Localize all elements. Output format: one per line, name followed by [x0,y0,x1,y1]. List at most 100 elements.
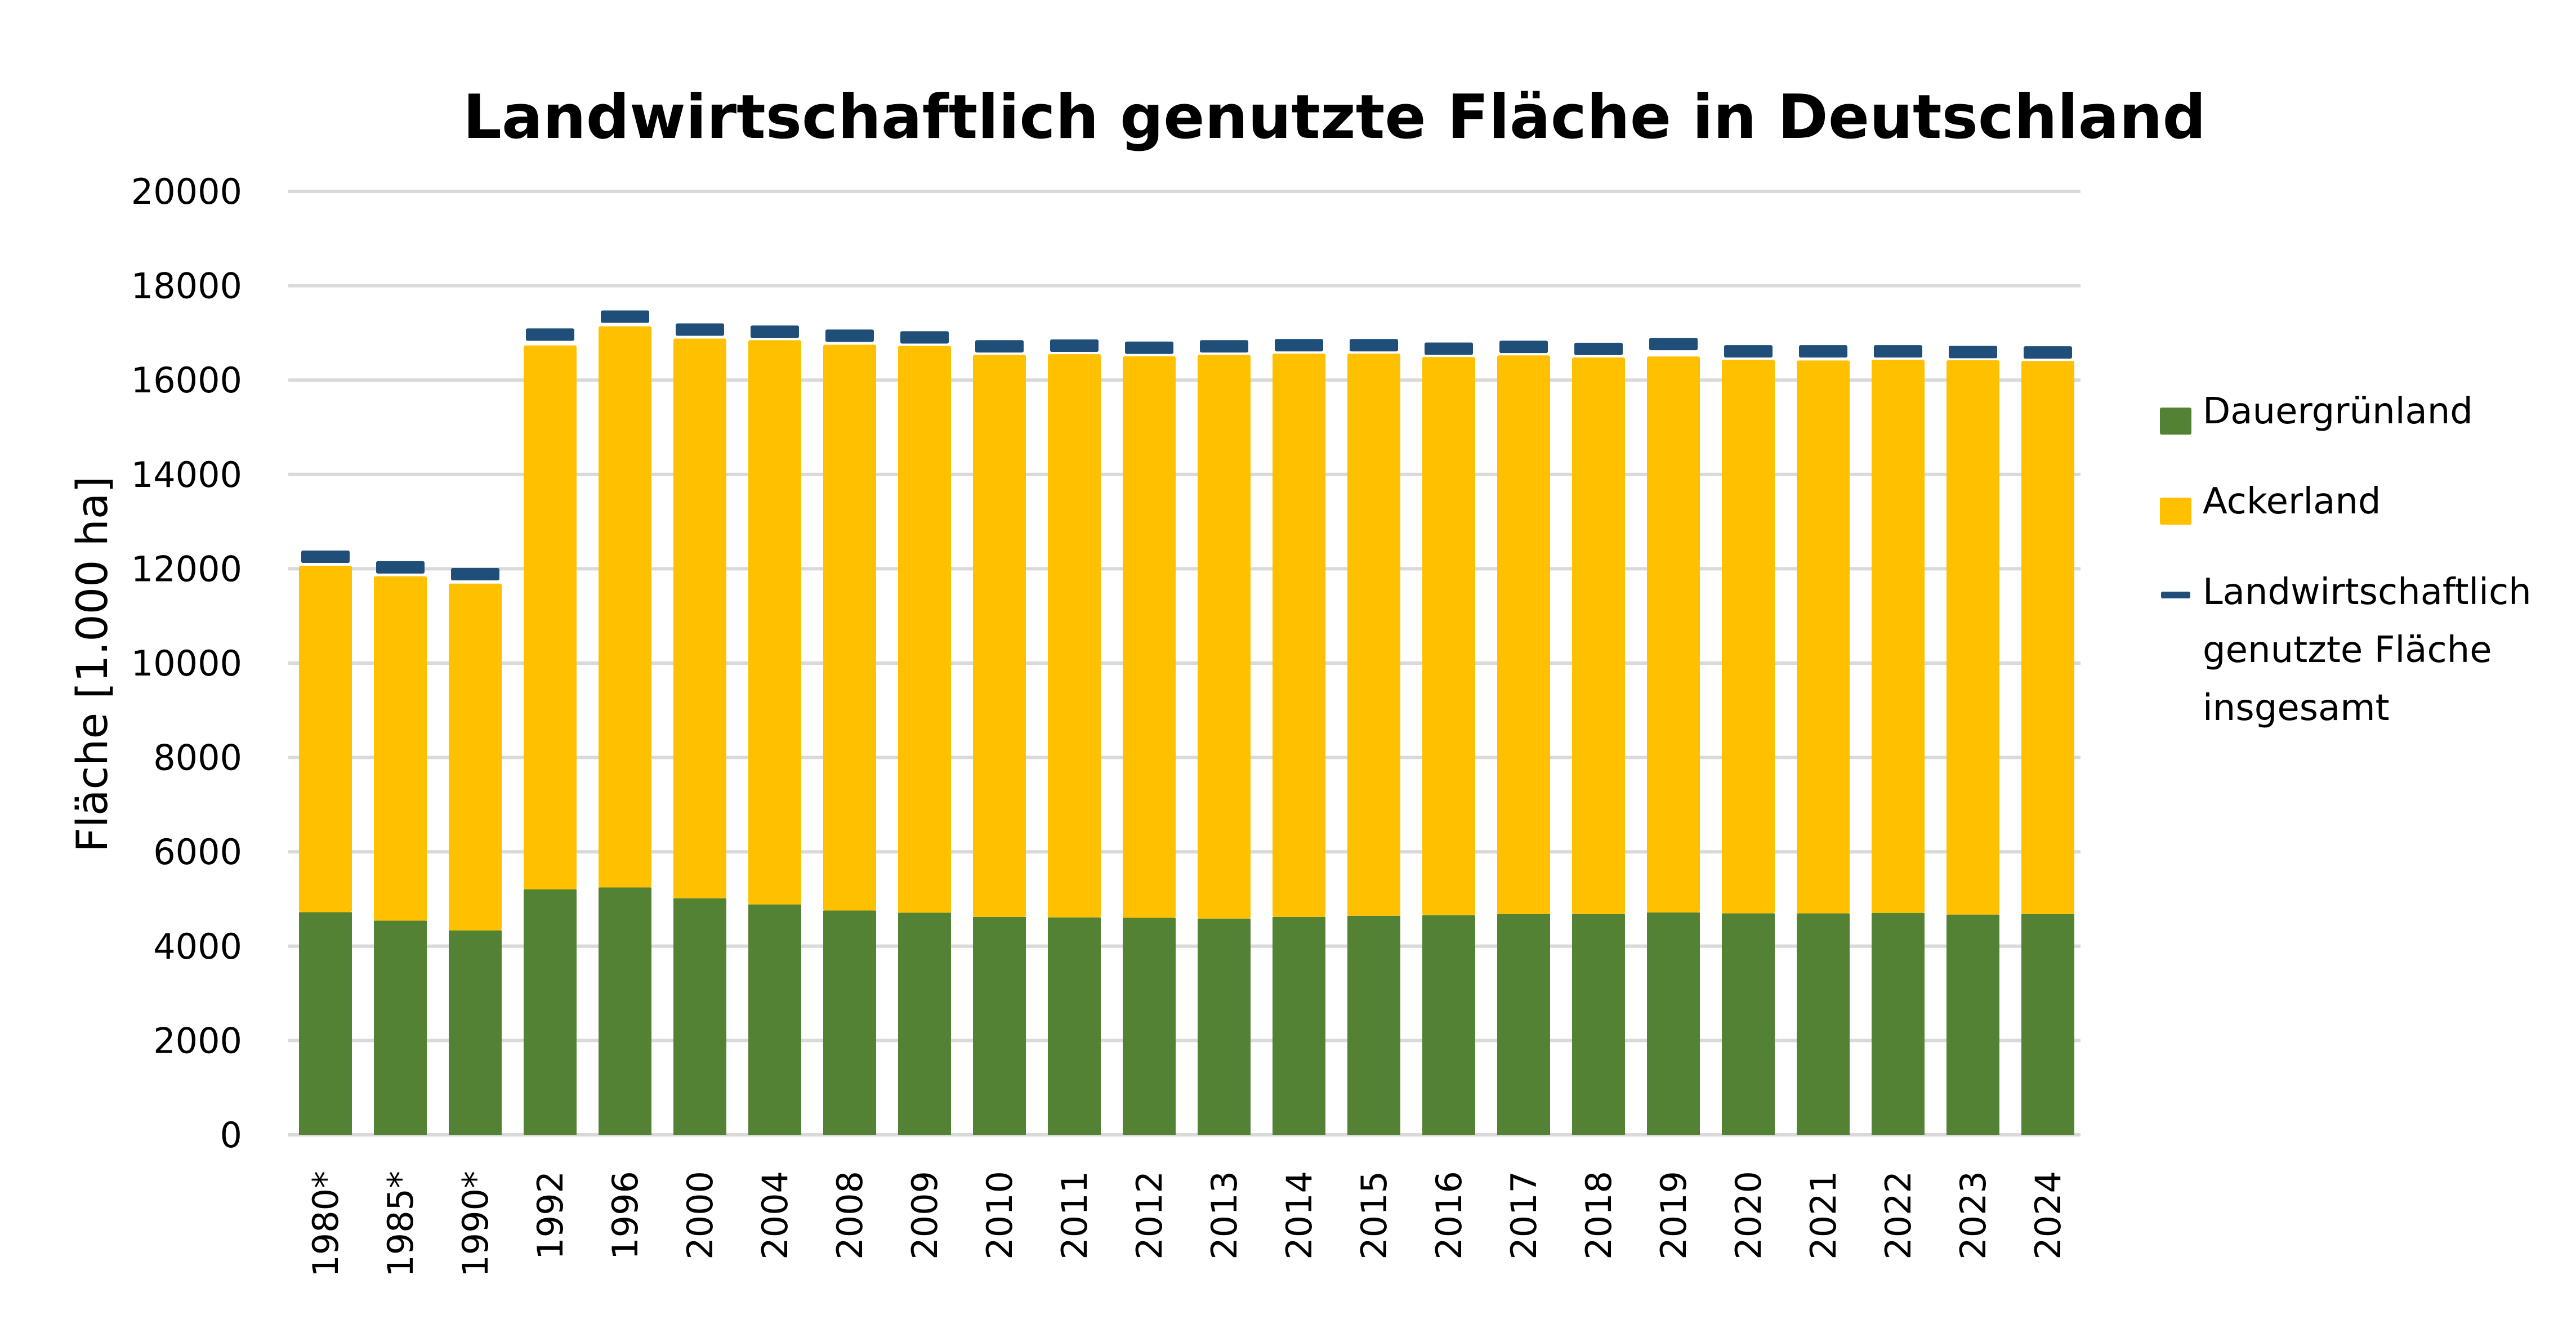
bar-dauergruenland [299,912,352,1135]
legend-label-total-line1: Landwirtschaftlich [2203,571,2532,613]
x-tick-label: 2009 [904,1171,945,1260]
bar-dauergruenland [973,916,1026,1135]
bar-dauergruenland [524,889,577,1135]
marker-total-area [1574,342,1623,355]
bar-dauergruenland [374,920,427,1135]
marker-total-area [451,568,499,581]
bar-ackerland [823,345,876,911]
bar-ackerland [1647,356,1700,913]
x-tick-label: 2015 [1354,1171,1395,1260]
marker-total-area [601,310,649,323]
marker-total-area [1050,339,1099,352]
x-tick-label: 2017 [1503,1171,1544,1260]
marker-total-area [1649,338,1698,351]
bar-dauergruenland [1422,915,1475,1135]
x-tick-label: 2020 [1728,1171,1769,1260]
marker-total-area [1724,345,1773,358]
marker-total-area [1200,340,1248,353]
marker-total-area [1275,339,1323,352]
x-tick-label: 2008 [829,1171,870,1260]
y-tick-label: 10000 [131,643,242,684]
y-tick-label: 2000 [153,1020,242,1061]
legend: Dauergrünland Ackerland Landwirtschaftli… [2160,391,2532,729]
gridlines [288,190,2081,1137]
bar-dauergruenland [1048,917,1101,1135]
bar-dauergruenland [1722,913,1775,1135]
bar-ackerland [898,346,951,913]
y-tick-label: 4000 [153,926,242,967]
x-tick-label: 1990* [455,1171,496,1277]
legend-swatch-ackerland [2160,498,2191,525]
marker-total-area [526,328,574,341]
y-tick-label: 6000 [153,831,242,873]
x-tick-label: 1996 [605,1171,646,1260]
bar-ackerland [1722,360,1775,914]
bar-ackerland [1946,360,1999,915]
y-tick-label: 0 [220,1115,242,1156]
x-tick-label: 1985* [380,1171,421,1277]
marker-total-area [1125,341,1173,354]
bar-ackerland [748,340,801,905]
y-tick-label: 8000 [153,737,242,779]
x-tick-label: 2004 [755,1171,796,1260]
y-tick-label: 14000 [131,454,242,495]
bar-ackerland [1123,356,1176,918]
bar-ackerland [1273,354,1325,917]
bar-dauergruenland [1347,915,1400,1135]
legend-label-dauergruenland: Dauergrünland [2203,391,2473,432]
marker-total-area [1499,341,1548,354]
bar-ackerland [524,345,577,889]
bar-ackerland [1198,355,1251,919]
x-tick-label: 2022 [1878,1171,1919,1260]
y-axis-ticks: 0 2000 4000 6000 8000 10000 12000 14000 16000 180… [131,171,242,1156]
bar-ackerland [449,583,502,931]
marker-total-area [751,325,799,338]
marker-total-area [1874,345,1922,358]
bar-dauergruenland [1198,918,1251,1135]
x-tick-label: 2024 [2028,1171,2069,1260]
marker-total-area [2024,346,2072,359]
bar-dauergruenland [898,913,951,1135]
bar-ackerland [599,326,651,888]
bar-dauergruenland [823,910,876,1135]
bar-ackerland [2021,361,2074,914]
marker-total-area [825,329,874,342]
x-tick-label: 2010 [979,1171,1020,1260]
legend-label-total-line2: genutzte Fläche [2203,629,2492,671]
bar-dauergruenland [1497,914,1550,1135]
x-tick-label: 2011 [1054,1171,1095,1260]
bar-dauergruenland [2021,914,2074,1135]
bars [299,310,2074,1135]
marker-total-area [975,340,1024,353]
bar-dauergruenland [1872,913,1925,1135]
legend-label-ackerland: Ackerland [2203,481,2381,522]
x-tick-label: 1992 [530,1171,571,1260]
bar-ackerland [1797,360,1850,914]
y-tick-label: 12000 [131,548,242,589]
y-tick-label: 16000 [131,360,242,401]
marker-total-area [900,331,949,344]
x-tick-label: 2021 [1803,1171,1844,1260]
bar-dauergruenland [1273,916,1325,1135]
marker-total-area [1949,346,1997,359]
bar-ackerland [973,355,1026,917]
bar-ackerland [374,576,427,921]
bar-ackerland [1572,357,1625,914]
y-axis-label: Fläche [1.000 ha] [67,476,117,852]
x-tick-label: 2000 [680,1171,721,1260]
legend-swatch-dauergruenland [2160,408,2191,435]
legend-label-total-line3: insgesamt [2203,687,2390,729]
marker-total-area [301,551,350,563]
marker-total-area [676,323,724,336]
x-tick-label: 2014 [1279,1171,1320,1260]
bar-ackerland [1347,354,1400,916]
bar-ackerland [299,565,352,913]
x-tick-label: 1980* [305,1171,346,1277]
x-tick-label: 2012 [1129,1171,1170,1260]
bar-ackerland [673,338,726,898]
legend-dash-total [2161,592,2190,598]
bar-dauergruenland [673,898,726,1135]
bar-dauergruenland [1572,914,1625,1135]
